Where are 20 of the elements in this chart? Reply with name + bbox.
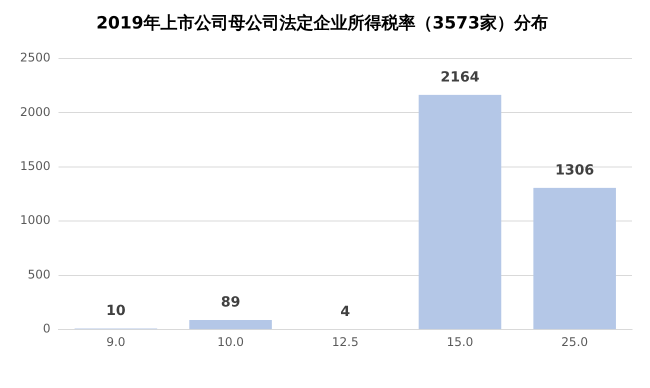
y-tick-label: 1000 bbox=[20, 213, 51, 228]
data-label: 4 bbox=[340, 304, 350, 320]
data-label: 2164 bbox=[440, 69, 480, 86]
x-tick-label: 15.0 bbox=[446, 334, 474, 349]
data-label: 1306 bbox=[555, 162, 594, 179]
y-tick-label: 0 bbox=[42, 322, 51, 336]
x-tick-label: 10.0 bbox=[217, 334, 244, 349]
y-tick-label: 1500 bbox=[20, 159, 51, 174]
y-tick-label: 2500 bbox=[20, 50, 51, 65]
data-label: 89 bbox=[220, 294, 240, 311]
bar bbox=[533, 188, 616, 330]
y-tick-label: 500 bbox=[28, 267, 51, 282]
bar bbox=[418, 94, 502, 330]
x-tick-label: 25.0 bbox=[561, 334, 588, 349]
x-tick-label: 9.0 bbox=[106, 334, 126, 349]
y-tick-label: 2000 bbox=[20, 104, 51, 119]
bar bbox=[189, 320, 272, 330]
chart-title: 2019年上市公司母公司法定企业所得税率（3573家）分布 bbox=[96, 14, 548, 34]
x-tick-label: 12.5 bbox=[332, 334, 359, 349]
data-label: 10 bbox=[106, 303, 126, 320]
